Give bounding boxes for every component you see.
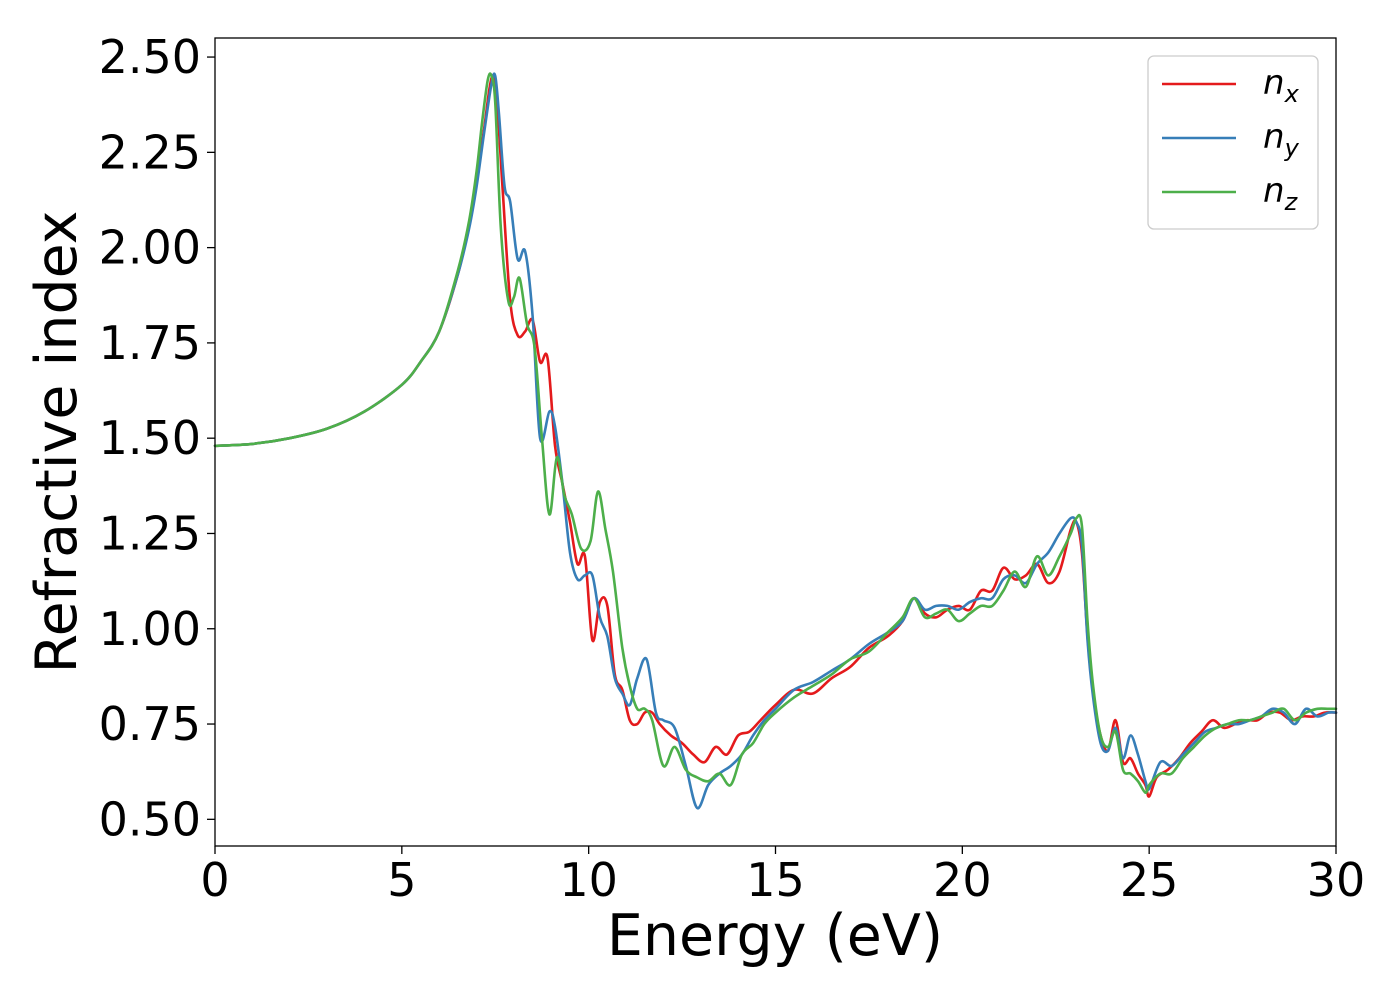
legend: nx ny nz xyxy=(1147,55,1319,230)
series-layer xyxy=(213,72,1338,810)
y-tick-label: 1.25 xyxy=(99,506,201,560)
x-axis-label: Energy (eV) xyxy=(607,903,943,969)
legend-label-z: nz xyxy=(1263,171,1299,216)
y-tick-label: 0.75 xyxy=(99,697,201,751)
y-tick-label: 1.00 xyxy=(99,602,201,656)
x-axis: 0 5 10 15 20 25 30 xyxy=(200,846,1365,907)
y-axis-label: Refractive index xyxy=(24,211,90,674)
series-line-y xyxy=(213,72,1338,810)
x-tick-label: 15 xyxy=(746,853,805,907)
x-tick-label: 10 xyxy=(559,853,618,907)
x-tick-label: 25 xyxy=(1120,853,1179,907)
y-axis: 0.50 0.75 1.00 1.25 1.50 1.75 2.00 2.25 2.50 xyxy=(99,30,215,846)
y-tick-label: 0.50 xyxy=(99,792,201,846)
y-tick-label: 2.50 xyxy=(99,30,201,84)
y-tick-label: 2.00 xyxy=(99,221,201,275)
legend-label-y: ny xyxy=(1263,117,1300,162)
x-tick-label: 0 xyxy=(200,853,229,907)
series-line-x xyxy=(213,74,1338,798)
legend-label-x: nx xyxy=(1263,63,1300,108)
y-tick-label: 2.25 xyxy=(99,125,201,179)
y-tick-label: 1.50 xyxy=(99,411,201,465)
x-tick-label: 30 xyxy=(1307,853,1366,907)
x-tick-label: 5 xyxy=(387,853,416,907)
legend-items: nx ny nz xyxy=(1162,63,1300,216)
legend-box xyxy=(1147,55,1319,230)
x-tick-label: 20 xyxy=(933,853,992,907)
y-tick-label: 1.75 xyxy=(99,316,201,370)
series-line-z xyxy=(213,72,1338,794)
